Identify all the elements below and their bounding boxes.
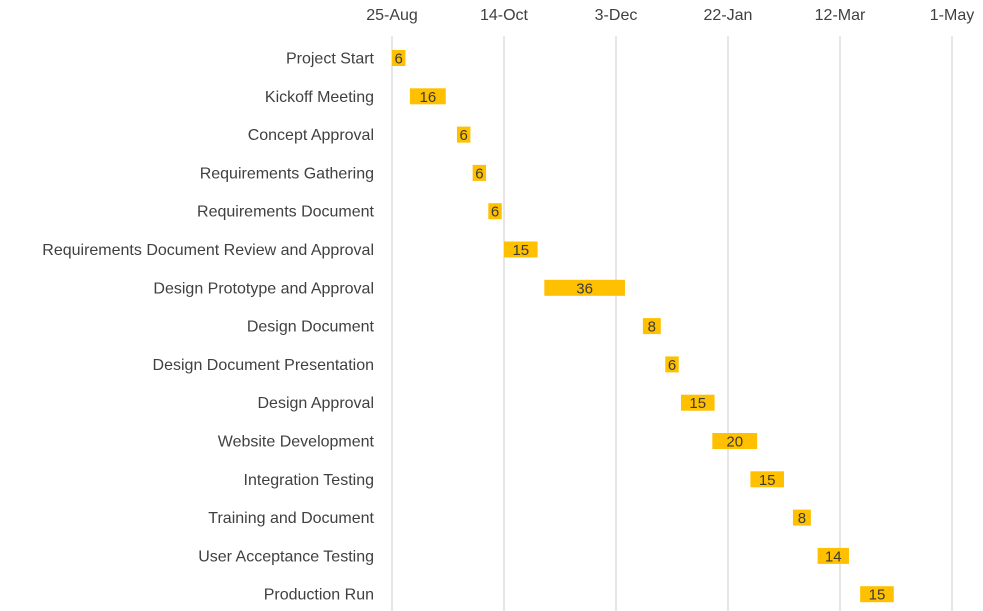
task-bar xyxy=(817,547,849,564)
duration-label: 15 xyxy=(759,472,776,489)
task-bar xyxy=(488,203,502,220)
gridlines xyxy=(391,36,953,611)
task-bars xyxy=(392,50,894,603)
task-label: Requirements Document xyxy=(197,204,375,221)
task-bar xyxy=(642,318,661,335)
task-bar xyxy=(665,356,679,373)
duration-label: 6 xyxy=(491,204,499,221)
task-label: Integration Testing xyxy=(244,472,374,489)
task-label: Kickoff Meeting xyxy=(265,89,374,106)
task-bar xyxy=(712,433,758,449)
duration-label: 6 xyxy=(475,165,483,182)
x-axis-tick-labels: 25-Aug 14-Oct 3-Dec 22-Jan 12-Mar 1-May xyxy=(366,7,974,24)
task-bar xyxy=(504,241,538,258)
task-labels: Project Start Kickoff Meeting Concept Appr… xyxy=(42,51,374,604)
duration-label: 6 xyxy=(395,51,403,68)
task-bar xyxy=(544,279,625,296)
duration-label: 15 xyxy=(869,587,886,604)
duration-label: 6 xyxy=(460,127,468,144)
task-bar xyxy=(409,88,446,105)
task-label: Training and Document xyxy=(208,510,374,527)
task-label: Design Document xyxy=(247,319,375,336)
task-bar xyxy=(680,394,715,411)
task-label: Production Run xyxy=(264,587,374,604)
duration-label: 6 xyxy=(668,357,676,374)
task-label: Concept Approval xyxy=(248,127,374,144)
task-label: User Acceptance Testing xyxy=(198,548,374,565)
task-label: Requirements Gathering xyxy=(200,165,374,182)
x-tick-label: 12-Mar xyxy=(815,7,866,24)
duration-label: 8 xyxy=(798,510,806,527)
task-label: Design Document Presentation xyxy=(153,357,374,374)
x-tick-label: 14-Oct xyxy=(480,7,529,24)
x-tick-label: 25-Aug xyxy=(366,7,418,24)
duration-label: 15 xyxy=(512,242,529,259)
task-label: Requirements Document Review and Approva… xyxy=(42,242,374,259)
duration-label: 8 xyxy=(648,319,656,336)
duration-label: 16 xyxy=(419,89,436,106)
task-bar xyxy=(750,471,784,488)
duration-label: 15 xyxy=(689,395,706,412)
duration-label: 14 xyxy=(825,548,842,565)
task-bar xyxy=(472,164,487,181)
x-tick-label: 3-Dec xyxy=(595,7,638,24)
task-label: Website Development xyxy=(218,434,375,451)
duration-labels: 6 16 6 6 6 15 36 8 6 15 20 15 8 14 15 xyxy=(395,51,886,604)
duration-label: 36 xyxy=(576,280,593,297)
x-tick-label: 22-Jan xyxy=(704,7,753,24)
task-label: Project Start xyxy=(286,51,375,68)
duration-label: 20 xyxy=(726,434,743,451)
task-bar xyxy=(792,509,811,526)
task-bar xyxy=(860,586,894,603)
task-bar xyxy=(456,126,471,143)
task-bar xyxy=(392,50,406,66)
task-label: Design Prototype and Approval xyxy=(153,280,374,297)
task-label: Design Approval xyxy=(257,395,374,412)
x-tick-label: 1-May xyxy=(930,7,974,24)
